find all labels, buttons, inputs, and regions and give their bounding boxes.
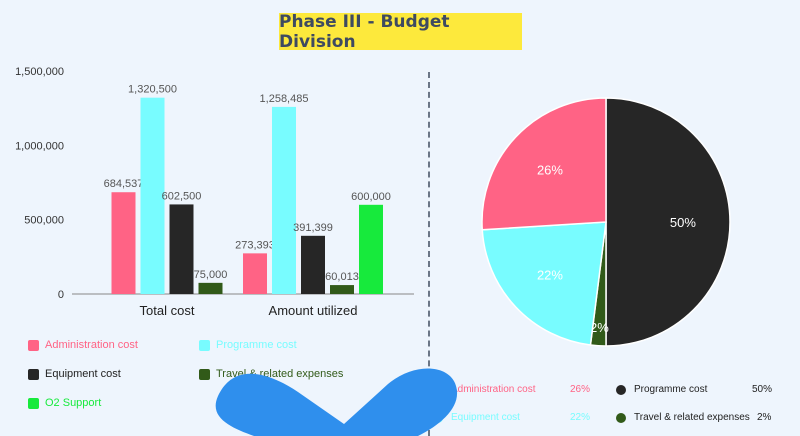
bar — [301, 235, 325, 294]
bar — [169, 204, 194, 294]
legend-item: Equipment cost — [28, 368, 121, 380]
pie-data-label: 2% — [590, 320, 609, 335]
legend-percent: 26% — [570, 384, 591, 395]
legend-swatch — [28, 368, 39, 380]
bar-data-label: 75,000 — [194, 269, 228, 281]
legend-label: Programme cost — [634, 384, 708, 395]
bar — [243, 253, 267, 294]
bar — [198, 282, 223, 294]
legend-swatch — [199, 339, 210, 351]
legend-label: Administration cost — [451, 384, 536, 395]
bar — [111, 192, 136, 294]
legend-swatch — [616, 412, 626, 423]
bar — [272, 106, 296, 294]
bar-data-label: 602,500 — [162, 190, 202, 202]
legend-swatch — [616, 384, 626, 395]
pie-slice — [481, 97, 607, 231]
bar — [140, 97, 165, 294]
bar — [359, 204, 383, 294]
bar-data-label: 600,000 — [351, 191, 391, 203]
legend-label: Equipment cost — [451, 412, 520, 423]
legend-item: Administration cost — [28, 339, 138, 351]
legend-percent: 50% — [752, 384, 773, 395]
y-tick-label: 1,000,000 — [15, 140, 64, 152]
x-category-label: Amount utilized — [269, 303, 358, 318]
legend-item: O2 Support — [28, 397, 101, 409]
legend-swatch — [28, 397, 39, 409]
pie-data-label: 26% — [537, 162, 563, 177]
legend-label: Programme cost — [216, 339, 297, 351]
pie-slice — [605, 97, 731, 347]
legend-label: Travel & related expenses — [634, 412, 750, 423]
y-tick-label: 1,500,000 — [15, 66, 64, 78]
pie-data-label: 50% — [670, 215, 696, 230]
legend-percent: 22% — [570, 412, 591, 423]
legend-swatch — [28, 339, 39, 351]
bar-data-label: 391,399 — [293, 222, 333, 234]
bar-data-label: 60,013 — [325, 271, 359, 283]
bar-data-label: 273,393 — [235, 239, 275, 251]
legend-percent: 2% — [757, 412, 772, 423]
pie-data-label: 22% — [537, 268, 563, 283]
chart-divider — [428, 72, 430, 436]
legend-item: Programme cost — [199, 339, 297, 351]
bar — [330, 285, 354, 294]
y-tick-label: 500,000 — [24, 215, 64, 227]
page-title: Phase III - Budget Division — [279, 12, 522, 52]
bar-chart: 0 500,000 1,000,000 1,500,000 684,537 1,320,5… — [15, 66, 414, 318]
legend-swatch — [199, 368, 210, 380]
x-category-label: Total cost — [140, 303, 195, 318]
bar-data-label: 1,320,500 — [128, 84, 177, 96]
legend-label: Equipment cost — [45, 368, 121, 380]
legend-label: O2 Support — [45, 397, 102, 409]
pie-legend-item: Programme cost — [616, 384, 707, 395]
pie-legend-item: Travel & related expenses — [616, 412, 750, 423]
legend-label: Administration cost — [45, 339, 138, 351]
bar-data-label: 684,537 — [104, 178, 144, 190]
bar-data-label: 1,258,485 — [260, 93, 309, 105]
pie-slice — [481, 221, 607, 346]
y-tick-label: 0 — [58, 289, 64, 301]
